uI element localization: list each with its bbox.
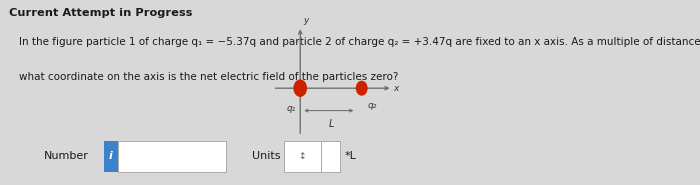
Text: y: y (303, 16, 309, 25)
Text: i: i (108, 151, 113, 161)
Text: ↕: ↕ (299, 152, 306, 161)
FancyBboxPatch shape (284, 141, 340, 172)
Text: L: L (328, 119, 334, 129)
Text: In the figure particle 1 of charge q₁ = −5.37q and particle 2 of charge q₂ = +3.: In the figure particle 1 of charge q₁ = … (19, 37, 700, 47)
Text: Current Attempt in Progress: Current Attempt in Progress (9, 8, 192, 18)
FancyBboxPatch shape (118, 141, 226, 172)
Text: x: x (393, 84, 399, 93)
Text: *L: *L (345, 151, 357, 161)
FancyBboxPatch shape (104, 141, 118, 172)
Text: Number: Number (44, 151, 89, 161)
Text: what coordinate on the axis is the net electric field of the particles zero?: what coordinate on the axis is the net e… (19, 72, 398, 82)
Text: q₁: q₁ (287, 104, 296, 113)
Circle shape (356, 81, 367, 95)
Circle shape (294, 80, 307, 96)
Text: Units: Units (252, 151, 281, 161)
Text: q₂: q₂ (368, 101, 377, 110)
